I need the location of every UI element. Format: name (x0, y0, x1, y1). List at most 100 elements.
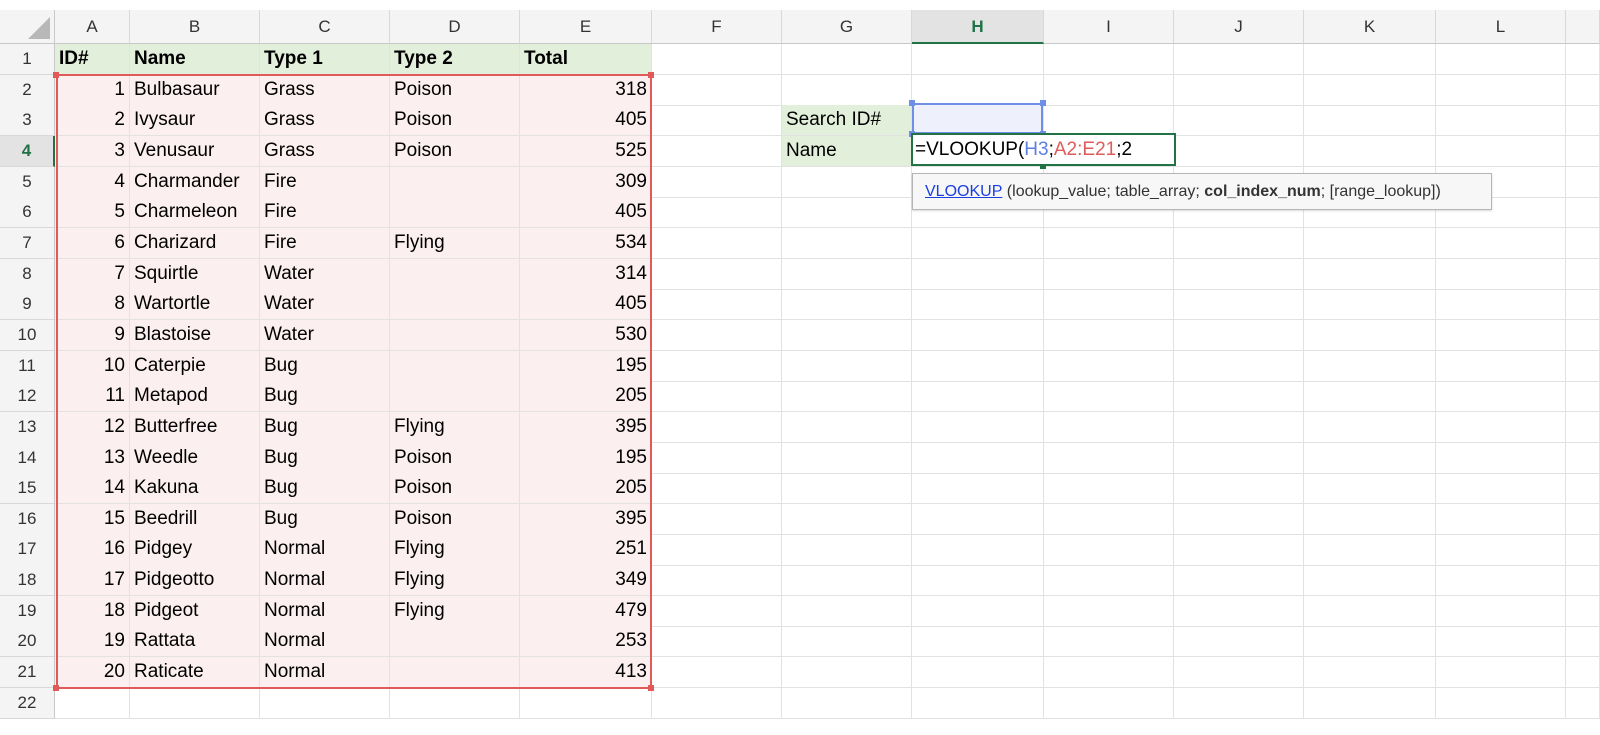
row-header-12[interactable]: 12 (0, 381, 55, 413)
cell-E22[interactable] (520, 687, 652, 719)
cell-D20[interactable] (390, 626, 520, 658)
cell-C6[interactable]: Fire (260, 197, 390, 229)
cell-D17[interactable]: Flying (390, 534, 520, 566)
cell-F20[interactable] (652, 626, 782, 658)
cell-L17[interactable] (1436, 534, 1566, 566)
column-header-A[interactable]: A (55, 10, 130, 44)
cell-K15[interactable] (1304, 473, 1436, 505)
cell-M9[interactable] (1566, 289, 1600, 321)
cell-L8[interactable] (1436, 258, 1566, 290)
cell-L1[interactable] (1436, 44, 1566, 76)
cell-I1[interactable] (1044, 44, 1174, 76)
cell-M13[interactable] (1566, 411, 1600, 443)
cell-J17[interactable] (1174, 534, 1304, 566)
cell-J20[interactable] (1174, 626, 1304, 658)
cell-I21[interactable] (1044, 657, 1174, 689)
cell-C13[interactable]: Bug (260, 411, 390, 443)
cell-D19[interactable]: Flying (390, 595, 520, 627)
cell-G7[interactable] (782, 227, 912, 260)
cell-M19[interactable] (1566, 595, 1600, 627)
cell-C10[interactable]: Water (260, 319, 390, 351)
cell-F17[interactable] (652, 534, 782, 566)
cell-K4[interactable] (1304, 135, 1436, 168)
cell-I20[interactable] (1044, 626, 1174, 658)
row-header-21[interactable]: 21 (0, 657, 55, 689)
column-header-L[interactable]: L (1436, 10, 1566, 44)
column-header-K[interactable]: K (1304, 10, 1436, 44)
cell-K11[interactable] (1304, 350, 1436, 382)
cell-F1[interactable] (652, 44, 782, 76)
cell-M22[interactable] (1566, 687, 1600, 719)
cell-J21[interactable] (1174, 657, 1304, 689)
cell-J12[interactable] (1174, 381, 1304, 413)
cell-D22[interactable] (390, 687, 520, 719)
cell-J10[interactable] (1174, 319, 1304, 351)
cell-M5[interactable] (1566, 166, 1600, 198)
cell-F21[interactable] (652, 657, 782, 689)
cell-F4[interactable] (652, 135, 782, 168)
cell-B19[interactable]: Pidgeot (130, 595, 260, 627)
cell-G22[interactable] (782, 687, 912, 719)
cell-K3[interactable] (1304, 105, 1436, 137)
cell-I11[interactable] (1044, 350, 1174, 382)
cell-M14[interactable] (1566, 442, 1600, 474)
cell-G14[interactable] (782, 442, 912, 474)
cell-M21[interactable] (1566, 657, 1600, 689)
cell-I15[interactable] (1044, 473, 1174, 505)
range-handle[interactable] (909, 100, 915, 106)
cell-J11[interactable] (1174, 350, 1304, 382)
cell-D18[interactable]: Flying (390, 565, 520, 597)
cell-M12[interactable] (1566, 381, 1600, 413)
function-help-link[interactable]: VLOOKUP (925, 182, 1003, 200)
cell-E7[interactable]: 534 (520, 227, 652, 260)
cell-A16[interactable]: 15 (55, 503, 130, 535)
cell-A20[interactable]: 19 (55, 626, 130, 658)
cell-H2[interactable] (912, 74, 1044, 106)
cell-E6[interactable]: 405 (520, 197, 652, 229)
cell-F14[interactable] (652, 442, 782, 474)
cell-D9[interactable] (390, 289, 520, 321)
cell-I7[interactable] (1044, 227, 1174, 260)
row-header-9[interactable]: 9 (0, 289, 55, 321)
cell-G18[interactable] (782, 565, 912, 597)
cell-A1[interactable]: ID# (55, 44, 130, 76)
cell-C7[interactable]: Fire (260, 227, 390, 260)
cell-F15[interactable] (652, 473, 782, 505)
row-header-16[interactable]: 16 (0, 503, 55, 535)
row-header-22[interactable]: 22 (0, 687, 55, 719)
row-header-1[interactable]: 1 (0, 44, 55, 76)
cell-G11[interactable] (782, 350, 912, 382)
cell-C12[interactable]: Bug (260, 381, 390, 413)
row-header-15[interactable]: 15 (0, 473, 55, 505)
row-header-3[interactable]: 3 (0, 105, 55, 137)
column-header-J[interactable]: J (1174, 10, 1304, 44)
cell-A3[interactable]: 2 (55, 105, 130, 137)
cell-I3[interactable] (1044, 105, 1174, 137)
cell-C8[interactable]: Water (260, 258, 390, 290)
cell-D10[interactable] (390, 319, 520, 351)
cell-C9[interactable]: Water (260, 289, 390, 321)
cell-J13[interactable] (1174, 411, 1304, 443)
cell-M20[interactable] (1566, 626, 1600, 658)
cell-H8[interactable] (912, 258, 1044, 290)
range-handle[interactable] (53, 71, 59, 78)
cell-E2[interactable]: 318 (520, 74, 652, 106)
cell-C15[interactable]: Bug (260, 473, 390, 505)
cell-E4[interactable]: 525 (520, 135, 652, 168)
cell-E20[interactable]: 253 (520, 626, 652, 658)
cell-B7[interactable]: Charizard (130, 227, 260, 260)
cell-K9[interactable] (1304, 289, 1436, 321)
range-handle[interactable] (1040, 100, 1046, 106)
cell-F6[interactable] (652, 197, 782, 229)
cell-L12[interactable] (1436, 381, 1566, 413)
cell-J8[interactable] (1174, 258, 1304, 290)
cell-I18[interactable] (1044, 565, 1174, 597)
column-header-D[interactable]: D (390, 10, 520, 44)
cell-F13[interactable] (652, 411, 782, 443)
column-header-F[interactable]: F (652, 10, 782, 44)
cell-B21[interactable]: Raticate (130, 657, 260, 689)
cell-M3[interactable] (1566, 105, 1600, 137)
cell-M1[interactable] (1566, 44, 1600, 76)
cell-C19[interactable]: Normal (260, 595, 390, 627)
cell-F2[interactable] (652, 74, 782, 106)
